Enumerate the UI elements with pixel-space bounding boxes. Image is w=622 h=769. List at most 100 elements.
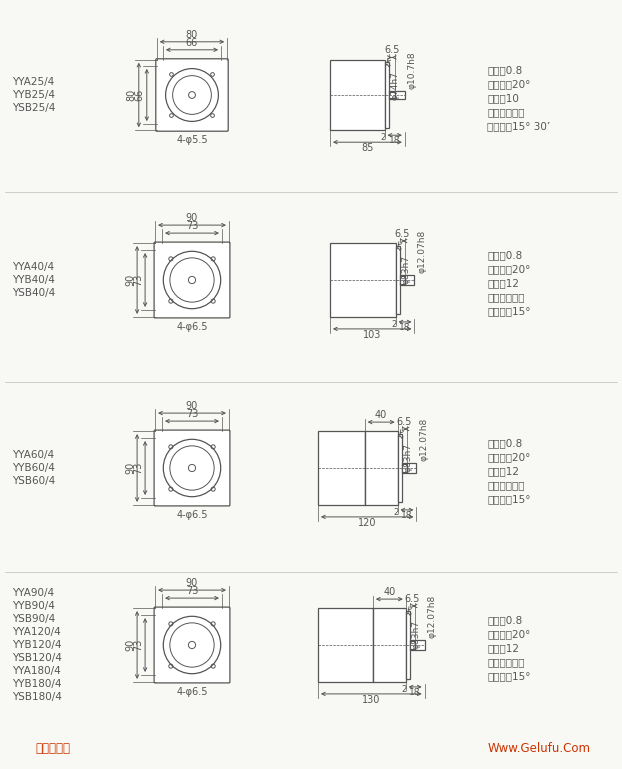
Text: 模数：0.8: 模数：0.8 xyxy=(487,615,522,625)
Text: 80: 80 xyxy=(127,89,137,102)
Text: 120: 120 xyxy=(358,518,376,528)
Text: YYA180/4: YYA180/4 xyxy=(12,666,61,676)
Text: 6.5: 6.5 xyxy=(395,229,410,239)
Text: 103: 103 xyxy=(363,330,381,340)
Bar xyxy=(406,611,410,679)
Text: 73: 73 xyxy=(186,409,198,419)
Text: 格鲁夫机械: 格鲁夫机械 xyxy=(35,742,70,755)
Text: 齿数：12: 齿数：12 xyxy=(487,466,519,476)
Text: YYB180/4: YYB180/4 xyxy=(12,679,62,689)
Text: YYA25/4: YYA25/4 xyxy=(12,77,54,87)
Text: YYB120/4: YYB120/4 xyxy=(12,640,62,650)
Text: 齿数：12: 齿数：12 xyxy=(487,278,519,288)
Text: 6.5: 6.5 xyxy=(384,45,399,55)
Text: YYA90/4: YYA90/4 xyxy=(12,588,54,598)
Text: 73: 73 xyxy=(133,639,143,651)
Text: YYB60/4: YYB60/4 xyxy=(12,463,55,473)
Text: 2: 2 xyxy=(393,508,398,517)
Text: 压力角：20°: 压力角：20° xyxy=(487,452,531,462)
Text: 18: 18 xyxy=(409,688,421,697)
Text: 压力角：20°: 压力角：20° xyxy=(487,79,531,89)
Text: Www.Gelufu.Com: Www.Gelufu.Com xyxy=(488,742,591,755)
Text: 模数：0.8: 模数：0.8 xyxy=(487,438,522,448)
Text: 螺旋角：15°: 螺旋角：15° xyxy=(487,306,531,316)
Text: φ74h7: φ74h7 xyxy=(391,71,400,100)
Text: 旋转方向：左: 旋转方向：左 xyxy=(487,292,524,302)
Text: 90: 90 xyxy=(125,639,135,651)
Text: φ10.7h8: φ10.7h8 xyxy=(408,51,417,88)
Bar xyxy=(318,608,373,682)
Text: 73: 73 xyxy=(133,462,143,474)
Text: 40: 40 xyxy=(375,410,388,420)
Text: 4-φ6.5: 4-φ6.5 xyxy=(176,510,208,520)
Text: 4-φ6.5: 4-φ6.5 xyxy=(176,687,208,697)
Bar xyxy=(330,60,384,130)
Text: 2: 2 xyxy=(391,320,396,329)
Text: 螺旋角：15°: 螺旋角：15° xyxy=(487,494,531,504)
Text: 90: 90 xyxy=(125,274,135,286)
Text: YSB60/4: YSB60/4 xyxy=(12,476,55,486)
Text: YYA120/4: YYA120/4 xyxy=(12,627,61,637)
FancyBboxPatch shape xyxy=(154,242,230,318)
Text: 螺旋角：15° 30’: 螺旋角：15° 30’ xyxy=(487,121,550,131)
Text: 2: 2 xyxy=(380,133,385,142)
Text: 齿数：10: 齿数：10 xyxy=(487,93,519,103)
Text: 66: 66 xyxy=(186,38,198,48)
Bar xyxy=(400,275,414,285)
Text: YYB90/4: YYB90/4 xyxy=(12,601,55,611)
Bar xyxy=(384,62,389,128)
Text: 130: 130 xyxy=(362,695,381,705)
Text: φ83h7: φ83h7 xyxy=(412,621,421,649)
Bar xyxy=(389,91,405,99)
Text: φ12.07h8: φ12.07h8 xyxy=(427,595,437,638)
Text: YSB180/4: YSB180/4 xyxy=(12,692,62,702)
Text: 6.5: 6.5 xyxy=(405,594,420,604)
Text: 旋转方向：左: 旋转方向：左 xyxy=(487,657,524,667)
Text: φ83h7: φ83h7 xyxy=(404,443,412,472)
Text: YYA60/4: YYA60/4 xyxy=(12,450,54,460)
Bar xyxy=(364,431,397,505)
Text: 模数：0.8: 模数：0.8 xyxy=(487,250,522,260)
Text: 旋转方向：左: 旋转方向：左 xyxy=(487,107,524,117)
Text: φ12.07h8: φ12.07h8 xyxy=(417,230,427,273)
Text: 2: 2 xyxy=(401,685,406,694)
Text: 旋转方向：左: 旋转方向：左 xyxy=(487,480,524,490)
Text: 90: 90 xyxy=(186,578,198,588)
Text: 4-φ5.5: 4-φ5.5 xyxy=(176,135,208,145)
Text: YSB40/4: YSB40/4 xyxy=(12,288,55,298)
Bar xyxy=(410,640,425,650)
Bar xyxy=(397,434,402,502)
Text: 4-φ6.5: 4-φ6.5 xyxy=(176,322,208,332)
Text: 66: 66 xyxy=(135,89,145,102)
Text: 73: 73 xyxy=(186,586,198,596)
Text: 压力角：20°: 压力角：20° xyxy=(487,264,531,274)
FancyBboxPatch shape xyxy=(154,430,230,506)
Bar xyxy=(373,608,406,682)
Text: 40: 40 xyxy=(383,587,396,597)
Text: 6.5: 6.5 xyxy=(397,417,412,427)
Text: 90: 90 xyxy=(186,213,198,223)
Text: YSB90/4: YSB90/4 xyxy=(12,614,55,624)
Text: 90: 90 xyxy=(186,401,198,411)
Text: YYA40/4: YYA40/4 xyxy=(12,262,54,272)
Text: 18: 18 xyxy=(401,511,413,520)
FancyBboxPatch shape xyxy=(154,607,230,683)
Text: 73: 73 xyxy=(133,274,143,286)
Text: 模数：0.8: 模数：0.8 xyxy=(487,65,522,75)
Text: 齿数：12: 齿数：12 xyxy=(487,643,519,653)
Text: 90: 90 xyxy=(125,462,135,474)
Text: 18: 18 xyxy=(399,323,411,332)
Bar xyxy=(402,463,416,473)
Text: YYB40/4: YYB40/4 xyxy=(12,275,55,285)
Text: 80: 80 xyxy=(186,30,198,40)
Text: 螺旋角：15°: 螺旋角：15° xyxy=(487,671,531,681)
Bar xyxy=(396,246,400,314)
Text: φ83h7: φ83h7 xyxy=(402,255,411,285)
Text: YSB25/4: YSB25/4 xyxy=(12,103,55,113)
Bar xyxy=(318,431,364,505)
Text: φ12.07h8: φ12.07h8 xyxy=(419,418,429,461)
Text: 压力角：20°: 压力角：20° xyxy=(487,629,531,639)
Text: 18: 18 xyxy=(389,136,401,145)
Text: 73: 73 xyxy=(186,221,198,231)
Text: YSB120/4: YSB120/4 xyxy=(12,653,62,663)
